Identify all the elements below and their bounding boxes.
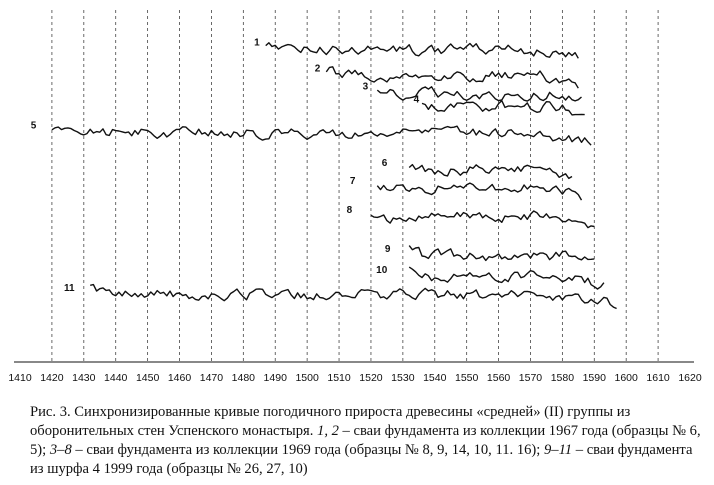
series-label-1: 1 xyxy=(254,38,260,49)
series-curve-11 xyxy=(90,283,617,310)
series-label-4: 4 xyxy=(414,95,420,106)
caption-part-1: Рис. 3. Синхронизированные кривые погоди… xyxy=(30,404,631,439)
x-tick-label-1530: 1530 xyxy=(391,372,415,384)
x-tick-label-1430: 1430 xyxy=(72,372,96,384)
series-labels: 1 2 3 4 5 6 7 8 9 10 11 xyxy=(31,38,420,294)
series-curve-5 xyxy=(51,125,592,146)
x-tick-label-1550: 1550 xyxy=(455,372,479,384)
figure-caption: Рис. 3. Синхронизированные кривые погоди… xyxy=(30,403,702,479)
series-label-10: 10 xyxy=(376,265,388,276)
series-curve-4 xyxy=(421,99,585,116)
tree-ring-chart: 1410 1420 1430 1440 1450 1460 1470 1480 1490 1500… xyxy=(8,10,702,384)
x-tick-label-1560: 1560 xyxy=(487,372,511,384)
caption-italic-1: 1, 2 xyxy=(317,423,339,439)
x-tick-label-1450: 1450 xyxy=(136,372,160,384)
caption-italic-3: 9–11 xyxy=(543,442,573,458)
x-tick-label-1510: 1510 xyxy=(327,372,351,384)
series-label-5: 5 xyxy=(31,121,37,132)
series-curve-6 xyxy=(408,163,573,180)
series-label-6: 6 xyxy=(382,158,388,169)
x-tick-label-1540: 1540 xyxy=(423,372,447,384)
caption-part-4: – сваи фундамента из шурфа 4 1999 года (… xyxy=(30,442,693,477)
x-tick-label-1610: 1610 xyxy=(646,372,670,384)
caption-part-2: – сваи фундамента из коллекции 1967 года… xyxy=(30,423,701,458)
x-tick-labels: 1410 1420 1430 1440 1450 1460 1470 1480 1490 1500… xyxy=(8,372,702,384)
series-curve-10 xyxy=(408,266,605,290)
x-tick-label-1420: 1420 xyxy=(40,372,64,384)
series-label-2: 2 xyxy=(315,64,321,75)
series-curve-2 xyxy=(325,66,579,89)
series-curve-9 xyxy=(408,245,595,262)
series-curve-7 xyxy=(376,182,583,201)
x-tick-label-1570: 1570 xyxy=(519,372,543,384)
series-label-7: 7 xyxy=(350,176,356,187)
x-tick-label-1470: 1470 xyxy=(200,372,224,384)
x-tick-label-1590: 1590 xyxy=(583,372,607,384)
x-tick-label-1580: 1580 xyxy=(551,372,575,384)
series-curve-8 xyxy=(370,210,595,229)
series-curves xyxy=(51,42,617,310)
x-tick-label-1520: 1520 xyxy=(359,372,383,384)
x-tick-label-1600: 1600 xyxy=(615,372,639,384)
series-label-11: 11 xyxy=(64,283,75,294)
series-label-9: 9 xyxy=(385,244,391,255)
x-tick-label-1460: 1460 xyxy=(168,372,192,384)
x-tick-label-1480: 1480 xyxy=(232,372,256,384)
caption-italic-2: 3–8 xyxy=(49,442,72,458)
caption-part-3: – сваи фундамента из коллекции 1969 года… xyxy=(71,442,544,458)
x-tick-label-1500: 1500 xyxy=(295,372,319,384)
x-tick-label-1490: 1490 xyxy=(264,372,288,384)
series-label-8: 8 xyxy=(347,205,353,216)
x-tick-label-1620: 1620 xyxy=(678,372,702,384)
x-tick-label-1410: 1410 xyxy=(8,372,32,384)
series-curve-1 xyxy=(265,42,579,59)
series-curve-3 xyxy=(376,86,582,102)
x-tick-label-1440: 1440 xyxy=(104,372,128,384)
series-label-3: 3 xyxy=(363,82,369,93)
